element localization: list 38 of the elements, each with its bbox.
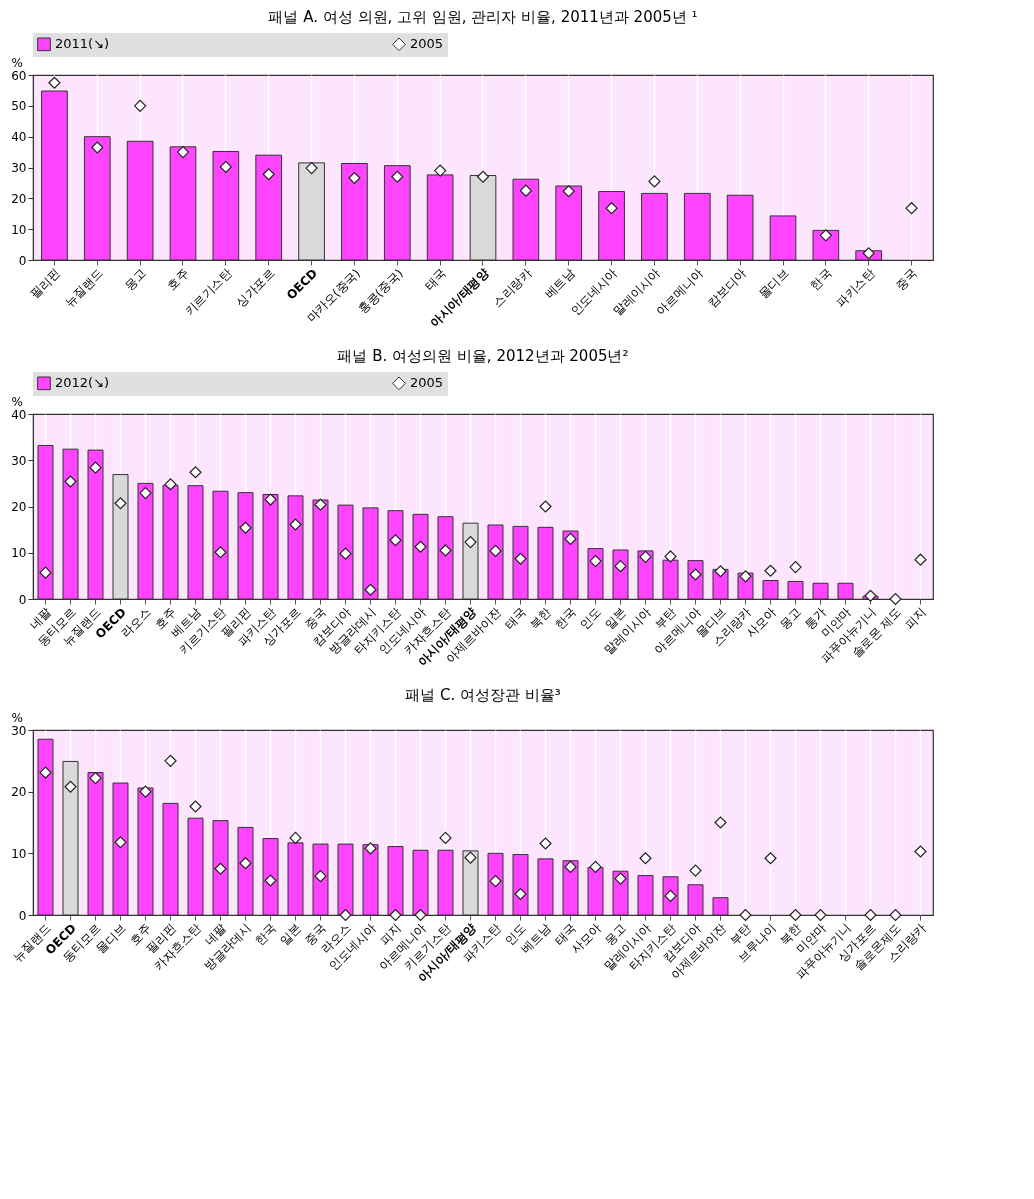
y-tick-label: 60: [11, 68, 27, 83]
y-tick-label: 50: [11, 99, 27, 114]
y-axis-title: %: [11, 710, 23, 725]
y-tick-label: 20: [11, 785, 27, 800]
x-tick-label: 태국: [502, 605, 529, 632]
x-tick-label: 북한: [527, 605, 554, 632]
y-tick-label: 10: [11, 846, 27, 861]
x-tick-label: 몽고: [121, 266, 149, 293]
y-tick-label: 30: [11, 453, 27, 468]
y-tick-label: 20: [11, 500, 27, 514]
x-tick-label: 일본: [277, 921, 304, 948]
x-tick-label: 피지: [902, 605, 929, 632]
x-tick-label: 중국: [893, 266, 921, 293]
x-tick-label: 한국: [252, 921, 279, 948]
y-tick-label: 20: [11, 191, 27, 206]
chart-title: 패널 B. 여성의원 비율, 2012년과 2005년²: [337, 347, 629, 365]
y-tick-label: 0: [18, 592, 27, 607]
x-tick-label: 한국: [807, 266, 835, 293]
y-tick-label: 40: [11, 130, 27, 145]
x-tick-label: 몽고: [777, 605, 804, 632]
legend-label: 2011(↘): [55, 36, 110, 52]
y-tick-label: 10: [11, 222, 27, 237]
chart-title: 패널 A. 여성 의원, 고위 임원, 관리자 비율, 2011년과 2005년 ¹: [268, 8, 698, 26]
y-tick-label: 30: [11, 723, 27, 738]
x-tick-label: 인도: [577, 605, 604, 632]
chart-title: 패널 C. 여성장관 비율³: [405, 686, 561, 704]
y-tick-label: 0: [18, 908, 27, 923]
y-axis-title: %: [11, 394, 23, 409]
y-tick-label: 40: [11, 407, 27, 422]
y-tick-label: 0: [18, 253, 27, 268]
x-tick-label: 호주: [164, 266, 192, 293]
legend-label: 2005: [410, 375, 444, 391]
y-tick-label: 30: [11, 161, 27, 175]
y-axis-title: %: [11, 55, 23, 70]
x-tick-label: 한국: [552, 605, 579, 632]
y-tick-label: 10: [11, 546, 27, 561]
legend-label: 2005: [410, 36, 444, 52]
legend-label: 2012(↘): [55, 375, 110, 391]
